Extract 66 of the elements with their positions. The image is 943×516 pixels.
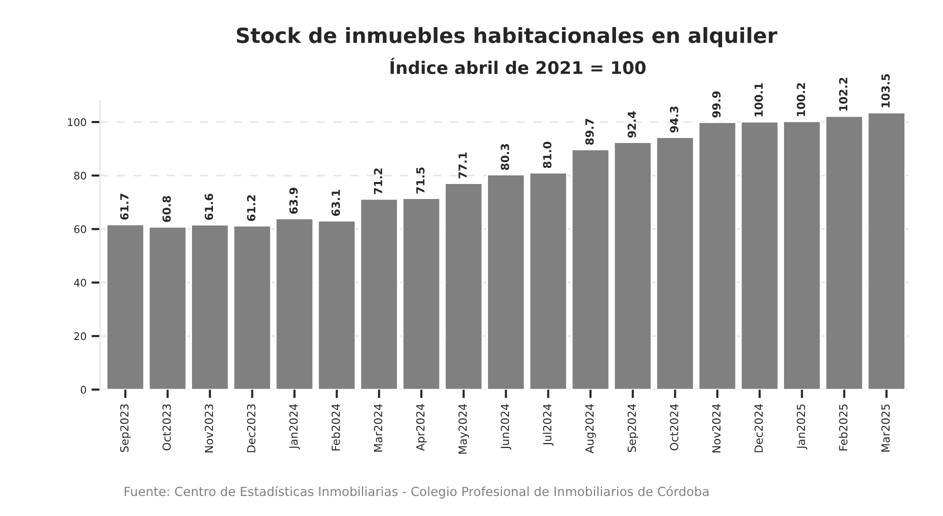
- x-tick-label: Oct2024: [670, 404, 678, 450]
- bar: [317, 220, 356, 390]
- chart-title: Stock de inmuebles habitacionales en alquiler: [236, 27, 778, 48]
- chart-subtitle: Índice abril de 2021 = 100: [390, 58, 646, 74]
- data-label: 81.0: [543, 142, 552, 168]
- x-tick-label: Nov2023: [204, 404, 214, 452]
- bar: [528, 172, 568, 390]
- y-tick-label: 100: [68, 118, 86, 126]
- data-label: 63.1: [332, 190, 340, 216]
- data-label: 71.5: [416, 167, 425, 194]
- bar: [190, 224, 230, 390]
- bar: [867, 112, 906, 390]
- x-tick-label: Nov2024: [712, 404, 721, 452]
- bar: [106, 224, 145, 390]
- bar: [486, 174, 526, 390]
- y-tick-label: 20: [74, 332, 86, 340]
- x-tick-label: Jan2025: [796, 404, 808, 450]
- data-label: 63.9: [289, 188, 298, 214]
- bar: [571, 148, 610, 390]
- x-tick-label: Mar2025: [881, 404, 890, 452]
- x-tick-label: Mar2024: [374, 404, 382, 452]
- y-tick-label: 80: [74, 172, 86, 180]
- data-label: 100.1: [754, 83, 763, 116]
- data-label: 99.9: [712, 91, 721, 118]
- bar: [613, 142, 652, 390]
- y-tick-label: 60: [74, 225, 86, 234]
- data-label: 61.6: [204, 194, 214, 220]
- bar: [740, 121, 779, 390]
- data-label: 80.3: [500, 144, 510, 170]
- x-tick-label: Dec2024: [754, 404, 763, 452]
- y-tick-label: 0: [80, 386, 86, 394]
- bar: [360, 198, 398, 390]
- bar: [402, 198, 441, 390]
- x-tick-label: Jul2024: [542, 404, 554, 446]
- bar: [824, 115, 864, 390]
- x-tick-label: May2024: [458, 404, 470, 454]
- data-label: 61.7: [120, 194, 129, 220]
- x-tick-label: Oct2023: [162, 404, 171, 450]
- data-label: 94.3: [670, 106, 678, 133]
- x-tick-label: Sep2024: [628, 404, 638, 452]
- data-label: 77.1: [458, 152, 467, 178]
- bar: [656, 136, 694, 390]
- x-tick-label: Aug2024: [585, 404, 596, 454]
- y-tick-label: 40: [74, 278, 86, 287]
- x-tick-label: Feb2025: [838, 404, 848, 450]
- source-note: Fuente: Centro de Estadísticas Inmobiliarias - Colegio Profesional de Inmobiliarios de Córdoba: [124, 486, 709, 499]
- bar: [275, 218, 314, 390]
- bar: [444, 182, 483, 390]
- data-label: 61.2: [247, 195, 256, 221]
- x-tick-label: Jan2024: [289, 404, 300, 450]
- x-tick-label: Jun2024: [500, 404, 512, 450]
- x-tick-label: Sep2023: [120, 404, 131, 452]
- x-tick-label: Feb2024: [331, 404, 340, 450]
- data-label: 71.2: [374, 168, 382, 194]
- x-tick-label: Dec2023: [247, 404, 256, 452]
- bar: [148, 226, 187, 390]
- bar: [782, 120, 822, 390]
- x-tick-label: Apr2024: [416, 404, 427, 451]
- bar: [698, 122, 737, 390]
- data-label: 92.4: [628, 111, 636, 138]
- data-label: 60.8: [162, 196, 171, 222]
- data-label: 103.5: [881, 74, 890, 108]
- data-label: 102.2: [839, 78, 848, 111]
- data-label: 89.7: [585, 118, 594, 145]
- data-label: 100.2: [796, 83, 806, 116]
- bar: [232, 225, 272, 390]
